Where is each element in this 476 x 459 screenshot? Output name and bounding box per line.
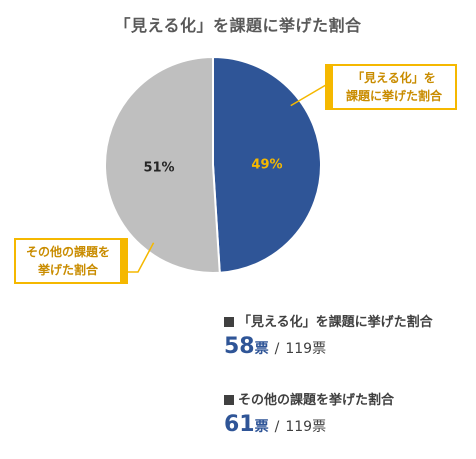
callout-other: その他の課題を 挙げた割合	[14, 238, 128, 284]
callout-other-line1: その他の課題を	[25, 245, 110, 259]
square-bullet-icon	[224, 395, 234, 405]
item1-total: 119票	[285, 341, 327, 357]
pie-slice-2	[104, 55, 221, 274]
callout-mieruka-line1: 「見える化」を	[352, 71, 436, 85]
summary-item1-label: 「見える化」を課題に挙げた割合	[224, 311, 433, 330]
item1-separator: /	[274, 341, 280, 357]
item2-unit: 票	[254, 419, 269, 435]
slice-label-1: 49%	[251, 157, 282, 172]
summary-item1-count: 58票 / 119票	[224, 334, 326, 359]
slice-label-2: 51%	[143, 161, 174, 176]
pie-slice-1	[212, 55, 322, 274]
summary-item1-text: 「見える化」を課題に挙げた割合	[238, 315, 433, 330]
item2-separator: /	[274, 419, 280, 435]
leader-line-other	[128, 242, 155, 273]
summary-item2-text: その他の課題を挙げた割合	[238, 393, 395, 408]
callout-mieruka-line2: 課題に挙げた割合	[345, 89, 442, 103]
callout-mieruka: 「見える化」を 課題に挙げた割合	[325, 64, 457, 110]
chart-title: 「見える化」を課題に挙げた割合	[114, 16, 362, 35]
summary-item2-label: その他の課題を挙げた割合	[224, 389, 394, 408]
item2-total: 119票	[285, 419, 327, 435]
callout-other-line2: 挙げた割合	[37, 263, 98, 277]
item2-votes: 61	[224, 412, 255, 437]
item1-votes: 58	[224, 334, 255, 359]
square-bullet-icon	[224, 317, 234, 327]
item1-unit: 票	[254, 341, 269, 357]
summary-item2-count: 61票 / 119票	[224, 412, 326, 437]
